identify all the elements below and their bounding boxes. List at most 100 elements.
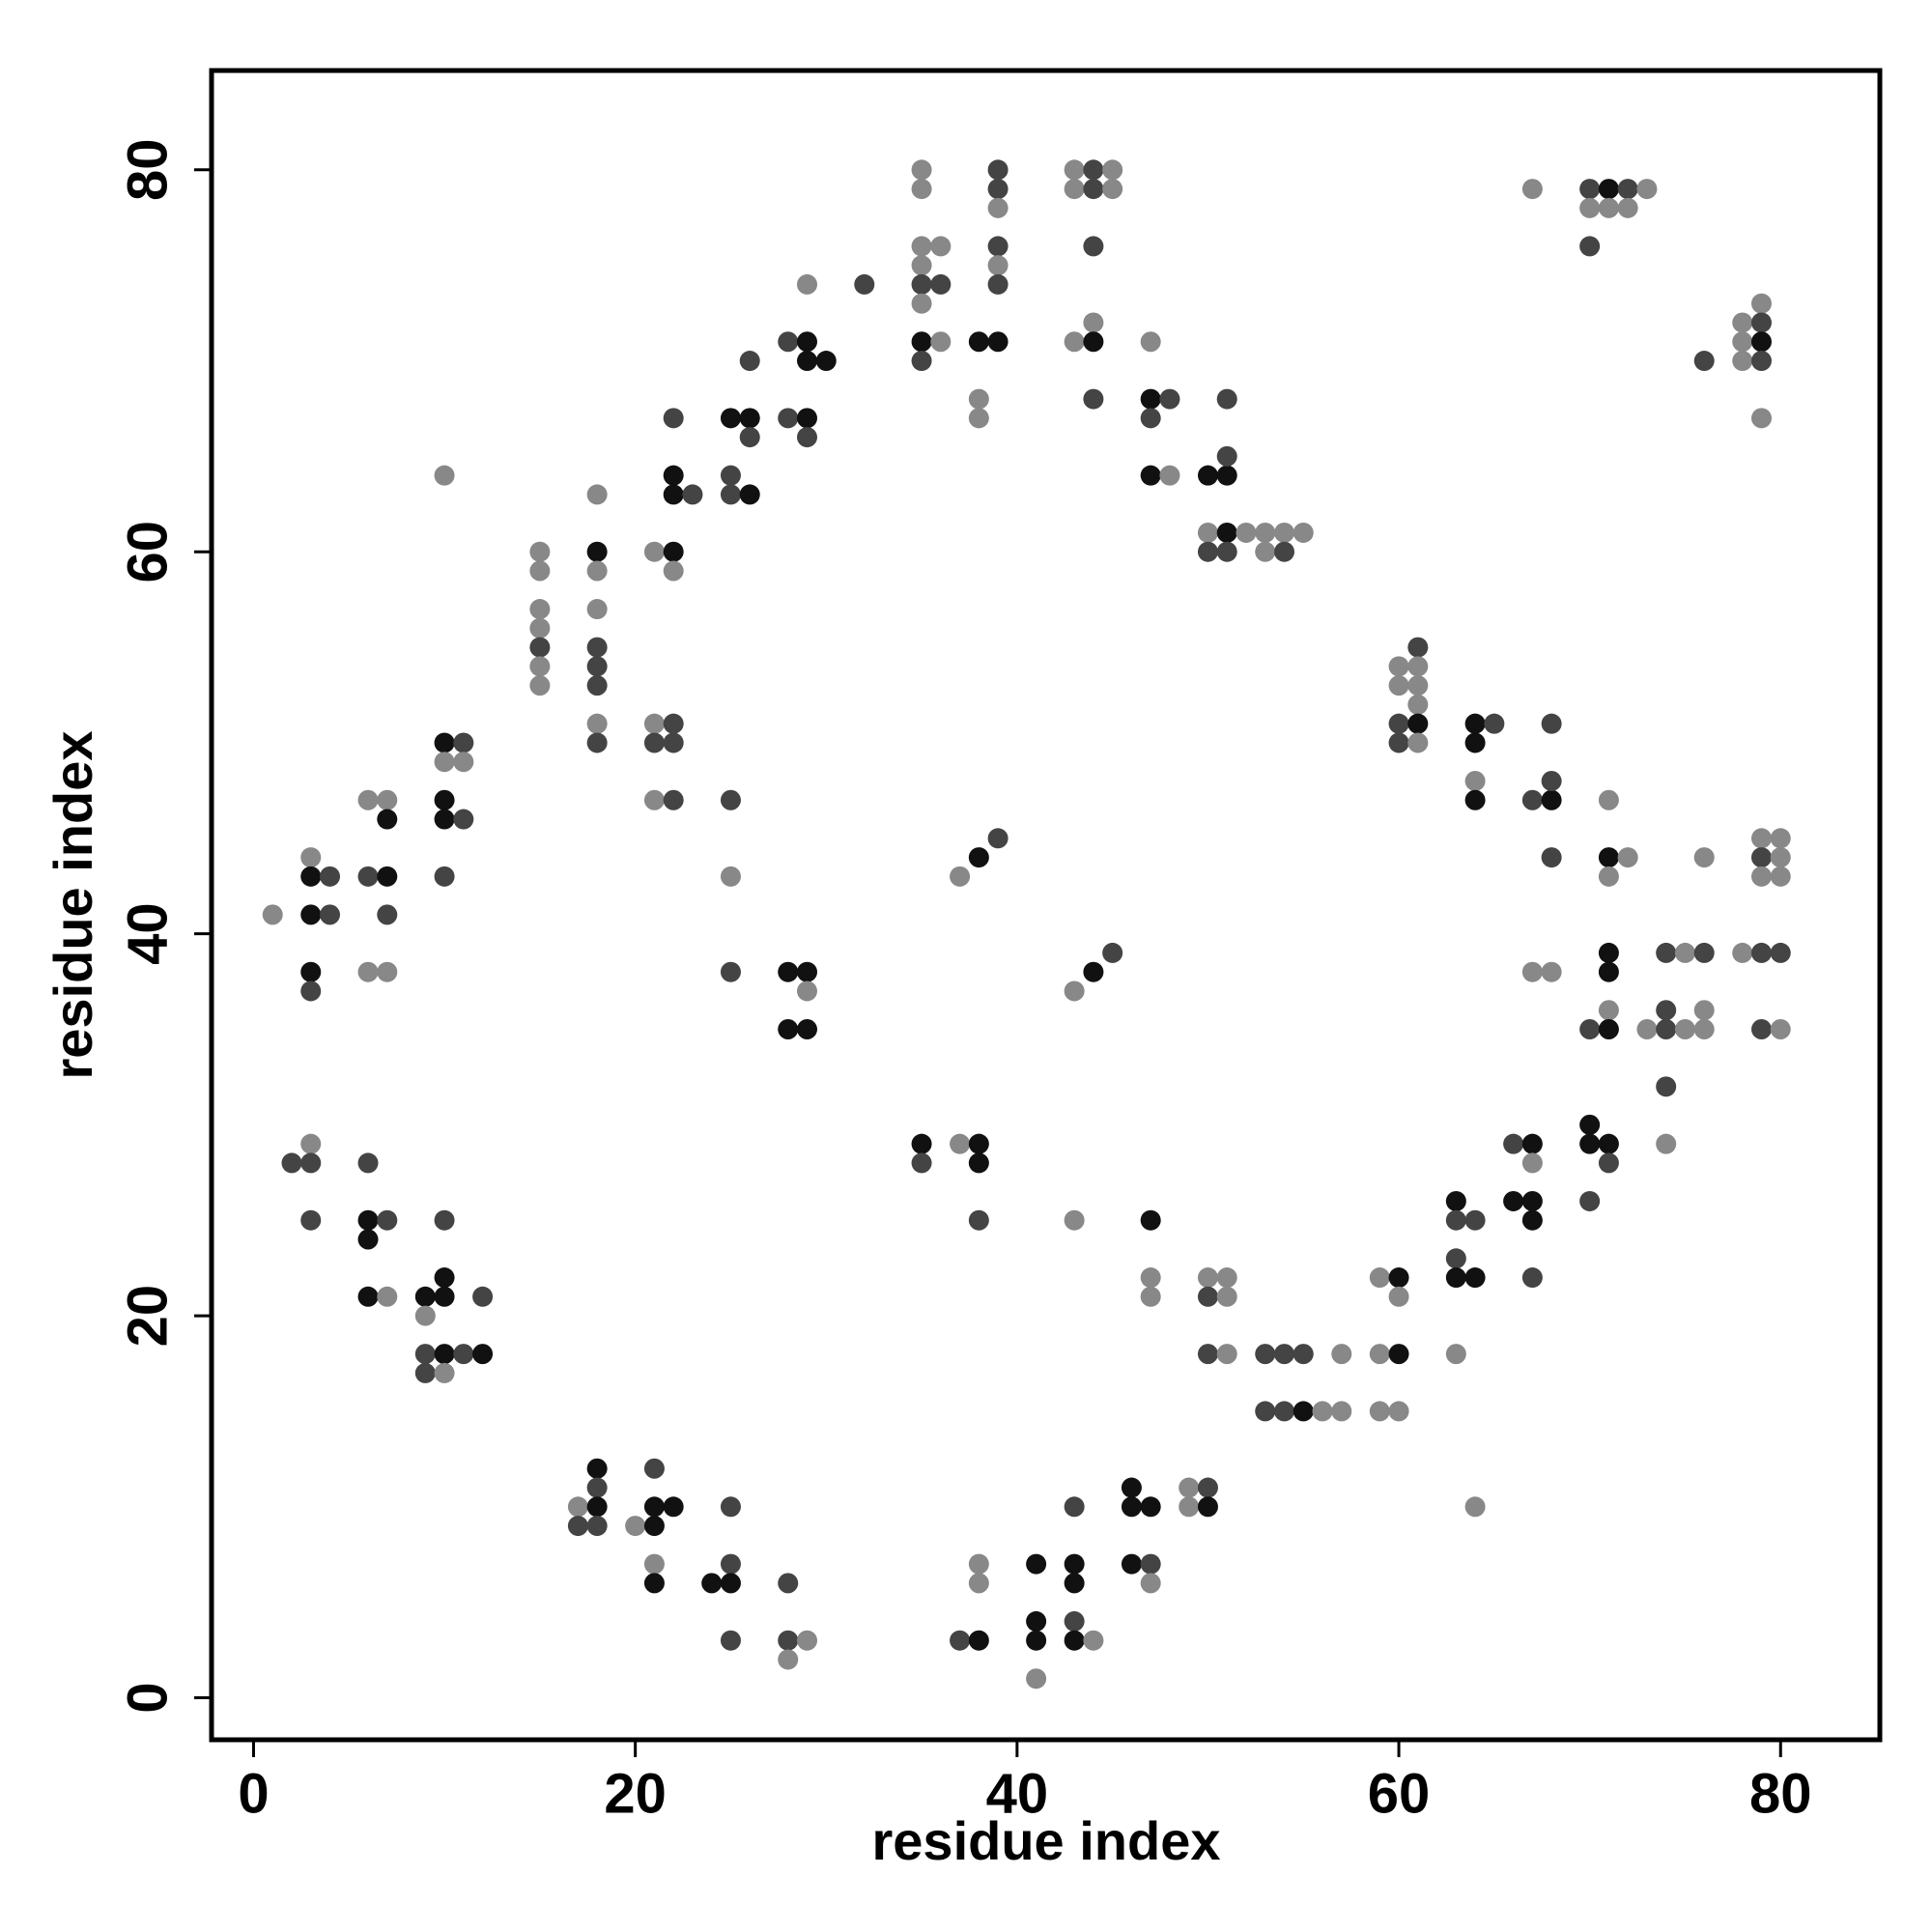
point [1464,1209,1486,1231]
point [778,331,799,353]
point [1083,388,1104,410]
point [1579,1019,1601,1040]
point [797,1630,818,1651]
x-tick-label: 40 [986,1762,1049,1825]
point [1140,1267,1161,1289]
point [663,560,684,582]
point [1140,1209,1161,1231]
point [1770,847,1791,868]
point [911,255,932,276]
point [1083,961,1104,982]
point [1750,847,1772,868]
y-tick-label: 80 [116,139,179,202]
point [586,560,608,582]
point [1388,1286,1409,1307]
point [434,752,455,773]
point [1407,675,1429,696]
point [357,1229,379,1250]
point [911,236,932,257]
point [320,904,341,925]
point [950,1133,971,1154]
point [1521,1133,1543,1154]
point [987,273,1009,295]
point [1064,1553,1085,1575]
x-tick-label: 60 [1368,1762,1431,1825]
point [720,1496,741,1518]
point [414,1344,436,1365]
point [1598,847,1619,868]
point [586,1516,608,1537]
point [377,904,398,925]
point [377,1286,398,1307]
point [300,847,322,868]
point [1598,961,1619,982]
point [1216,465,1237,486]
point [1179,1496,1200,1518]
point [1064,1496,1085,1518]
point [1121,1496,1142,1518]
point [377,809,398,830]
point [1197,1267,1218,1289]
point [1464,1496,1486,1518]
point [1140,1286,1161,1307]
point [1388,1401,1409,1422]
point [1750,331,1772,353]
point [357,789,379,810]
point [1656,1000,1677,1021]
point [472,1286,494,1307]
point [357,1152,379,1174]
point [300,961,322,982]
point [1598,942,1619,963]
point [720,789,741,810]
point [1255,522,1276,543]
point [1407,713,1429,734]
point [1656,1076,1677,1097]
point [1140,1553,1161,1575]
point [1026,1610,1047,1632]
point [1064,1573,1085,1594]
point [1102,942,1123,963]
point [434,1267,455,1289]
point [1693,1019,1715,1040]
point [1541,789,1562,810]
point [1579,1190,1601,1211]
point [1617,847,1638,868]
point [778,408,799,429]
point [797,427,818,448]
point [1750,1019,1772,1040]
y-tick-label: 20 [116,1285,179,1348]
point [1026,1668,1047,1690]
point [300,1133,322,1154]
point [300,866,322,887]
point [1464,770,1486,791]
point [414,1362,436,1383]
point [1521,1152,1543,1174]
point [1770,942,1791,963]
point [797,273,818,295]
point [1579,1133,1601,1154]
point [586,675,608,696]
point [720,484,741,505]
point [930,331,952,353]
point [950,1630,971,1651]
point [453,752,474,773]
point [968,1630,989,1651]
point [281,1152,302,1174]
point [1064,1209,1085,1231]
point [262,904,283,925]
point [1732,942,1753,963]
point [414,1305,436,1326]
point [586,599,608,620]
point [529,656,551,677]
point [1541,847,1562,868]
point [453,1344,474,1365]
point [854,273,875,295]
point [643,732,665,753]
point [1541,961,1562,982]
point [930,273,952,295]
point [357,961,379,982]
point [1464,732,1486,753]
point [529,617,551,639]
point [586,484,608,505]
point [987,197,1009,218]
